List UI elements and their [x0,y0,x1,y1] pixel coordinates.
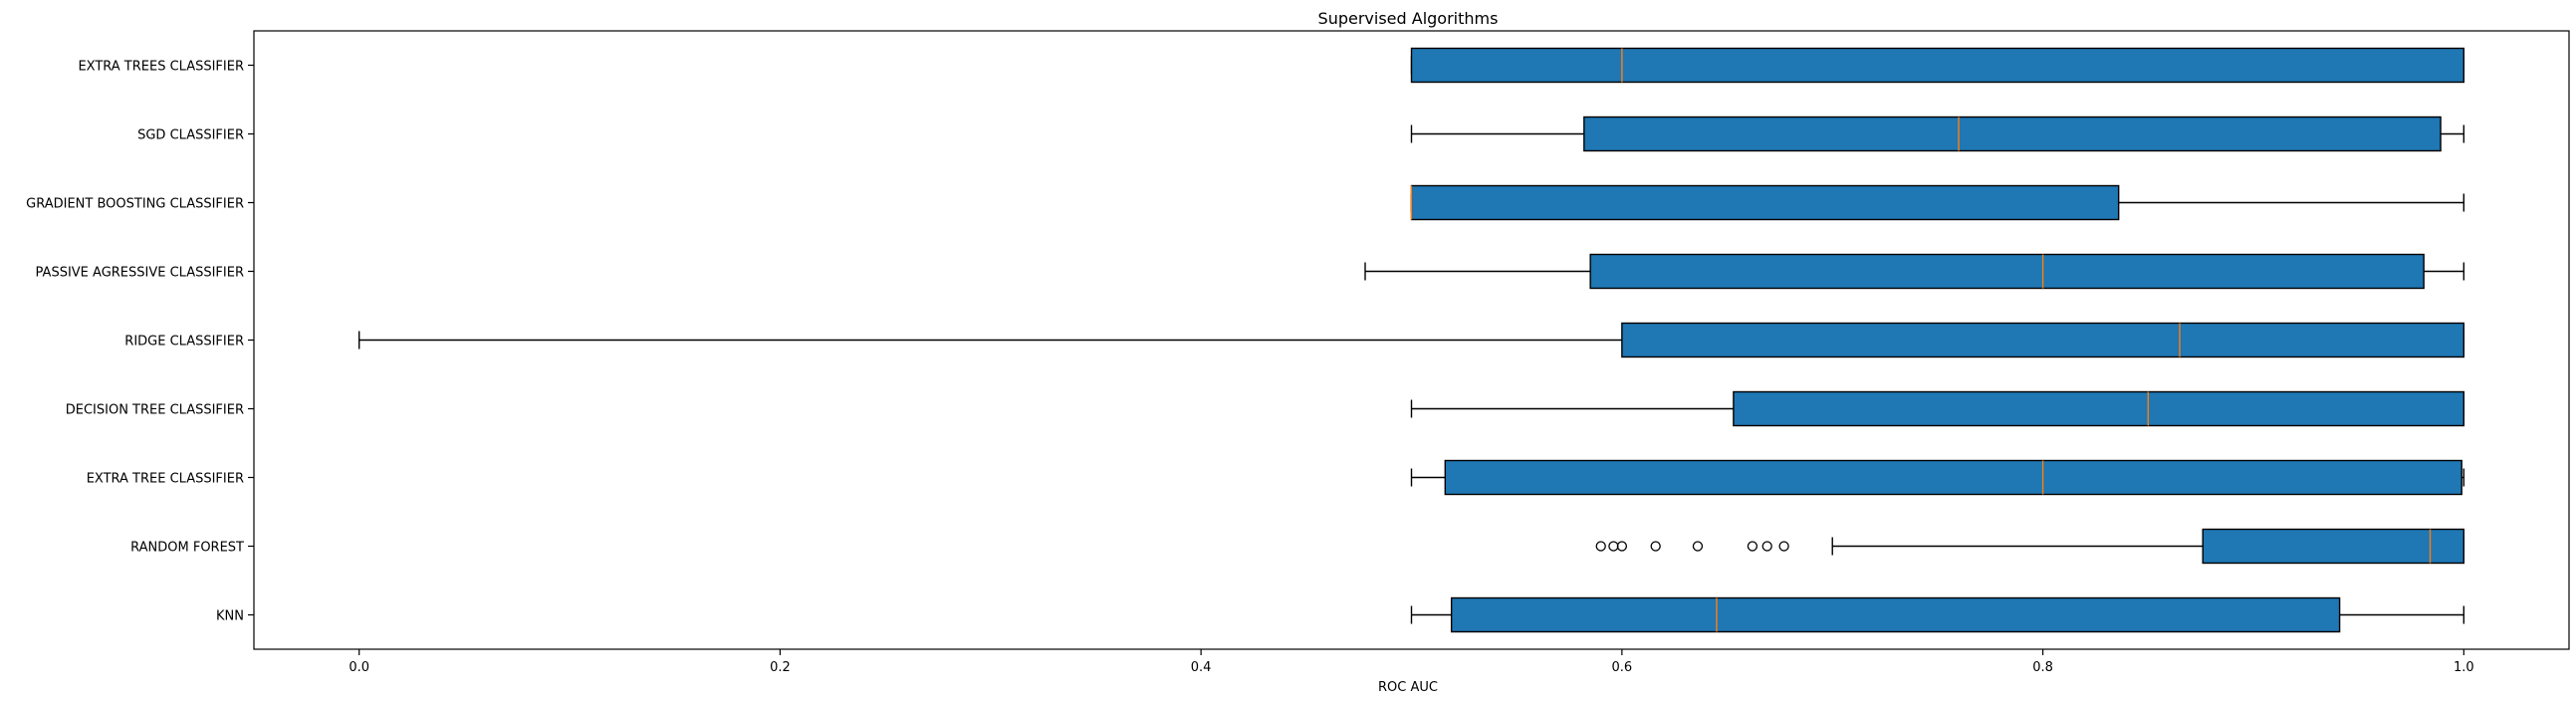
x-tick-label: 0.4 [1191,660,1212,675]
outlier-point [1778,541,1789,552]
box-group [357,322,2465,358]
box-group [1410,459,2465,496]
y-tick-label: SGD CLASSIFIER [137,128,244,143]
box [1733,390,2465,427]
y-tick-label: KNN [216,609,244,624]
y-tick-label: EXTRA TREES CLASSIFIER [78,60,244,75]
y-tick-label: GRADIENT BOOSTING CLASSIFIER [26,197,244,212]
x-tick-label: 1.0 [2454,660,2474,675]
y-tick-label: RANDOM FOREST [130,541,244,556]
outlier-point [1616,541,1628,552]
y-tick-label: PASSIVE AGRESSIVE CLASSIFIER [36,266,244,281]
boxes-layer [357,47,2465,633]
chart-title: Supervised Algorithms [1318,9,1499,28]
box [1621,322,2465,358]
outlier-point [1608,541,1619,552]
x-tick-label: 0.2 [770,660,791,675]
y-tick-label: DECISION TREE CLASSIFIER [66,403,244,418]
box [1583,116,2442,152]
outlier-point [1650,541,1661,552]
box-group [1410,184,2465,221]
x-tick-label: 0.8 [2032,660,2053,675]
box [1589,253,2425,290]
x-axis-ticks: 0.0 0.2 0.4 0.6 0.8 1.0 [349,649,2474,675]
outlier-point [1747,541,1758,552]
box [1450,596,2341,633]
x-tick-label: 0.0 [349,660,369,675]
outlier-point [1761,541,1772,552]
box [1410,184,2120,221]
box [1444,459,2462,496]
box [1410,47,2465,84]
y-tick-label: EXTRA TREE CLASSIFIER [87,472,244,487]
box-group [1410,596,2465,633]
box-group [1595,528,2465,565]
outlier-point [1692,541,1704,552]
y-axis-ticks: EXTRA TREES CLASSIFIER SGD CLASSIFIER GRAD… [26,60,254,624]
y-tick-label: RIDGE CLASSIFIER [124,335,244,350]
outlier-point [1595,541,1606,552]
x-axis-label: ROC AUC [1378,680,1438,695]
plot-area-frame [253,30,2570,650]
box-group [1364,253,2465,290]
box-group [1410,47,2465,84]
box-group [1410,390,2465,427]
box-group [1410,116,2465,152]
x-tick-label: 0.6 [1612,660,1633,675]
box [2202,528,2465,565]
